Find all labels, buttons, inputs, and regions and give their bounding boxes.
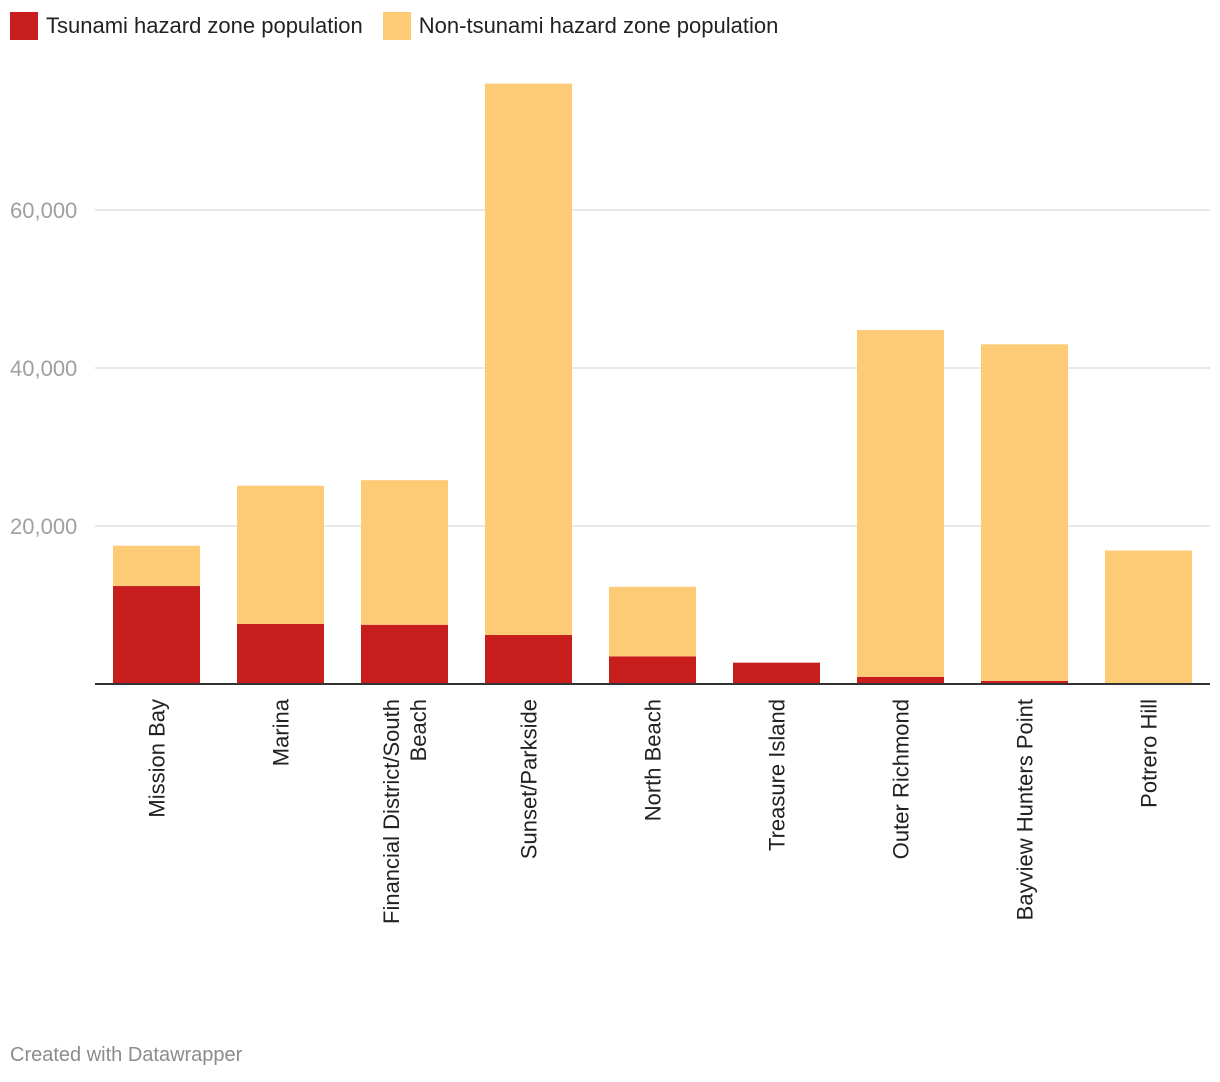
x-tick-label-line: Potrero Hill [1137,699,1162,808]
bar-segment-tsunami [733,662,820,684]
x-tick-label-line: Sunset/Parkside [517,699,542,859]
legend-swatch-non-tsunami [382,12,411,40]
x-tick-label-line: North Beach [641,699,666,821]
bar-segment-tsunami [361,624,448,684]
y-tick-label: 40,000 [10,356,77,381]
x-tick-label: Bayview Hunters Point [1013,699,1038,920]
legend-item-non-tsunami: Non-tsunami hazard zone population [382,12,779,40]
bar-segment-tsunami [609,656,696,684]
bar-segment-non-tsunami [237,485,324,624]
stacked-bar-chart: 20,000 40,000 60,000 Mission Bay Marina Finan… [10,83,1210,924]
bar-segment-non-tsunami [361,480,448,625]
x-tick-label: North Beach [641,699,666,821]
bar-segment-non-tsunami [1105,550,1192,684]
x-tick-label-line: Treasure Island [765,699,790,851]
bar-segment-tsunami [237,623,324,684]
bar-segment-non-tsunami [981,344,1068,681]
x-tick-label: Treasure Island [765,699,790,851]
x-tick-label: Potrero Hill [1137,699,1162,808]
x-tick-label-line: Mission Bay [145,699,170,818]
x-tick-label: Outer Richmond [889,699,914,859]
legend-swatch-tsunami [10,12,38,40]
bar-segment-non-tsunami [857,330,944,677]
x-tick-label-line: Marina [269,698,294,766]
x-tick-label: Mission Bay [145,699,170,818]
x-tick-label-line: Beach [406,699,431,761]
bar-segment-non-tsunami [113,545,200,587]
x-tick-label-line: Financial District/South [379,699,404,924]
bar-segment-non-tsunami [609,586,696,657]
x-tick-label: Financial District/SouthBeach [379,699,431,924]
footer-credit: Created with Datawrapper [10,1044,243,1066]
bar-segment-tsunami [113,586,200,684]
legend-item-tsunami: Tsunami hazard zone population [10,12,363,40]
x-tick-label: Marina [269,698,294,766]
bar-segment-non-tsunami [485,83,572,636]
x-tick-label: Sunset/Parkside [517,699,542,859]
bar-segment-tsunami [857,676,944,684]
legend: Tsunami hazard zone population Non-tsuna… [10,12,798,40]
y-tick-label: 60,000 [10,198,77,223]
x-tick-label-line: Outer Richmond [889,699,914,859]
x-tick-label-line: Bayview Hunters Point [1013,699,1038,920]
y-tick-label: 20,000 [10,514,77,539]
bar-segment-tsunami [981,680,1068,684]
legend-label-non-tsunami: Non-tsunami hazard zone population [418,13,779,38]
bar-segment-tsunami [485,635,572,684]
legend-label-tsunami: Tsunami hazard zone population [46,13,363,38]
